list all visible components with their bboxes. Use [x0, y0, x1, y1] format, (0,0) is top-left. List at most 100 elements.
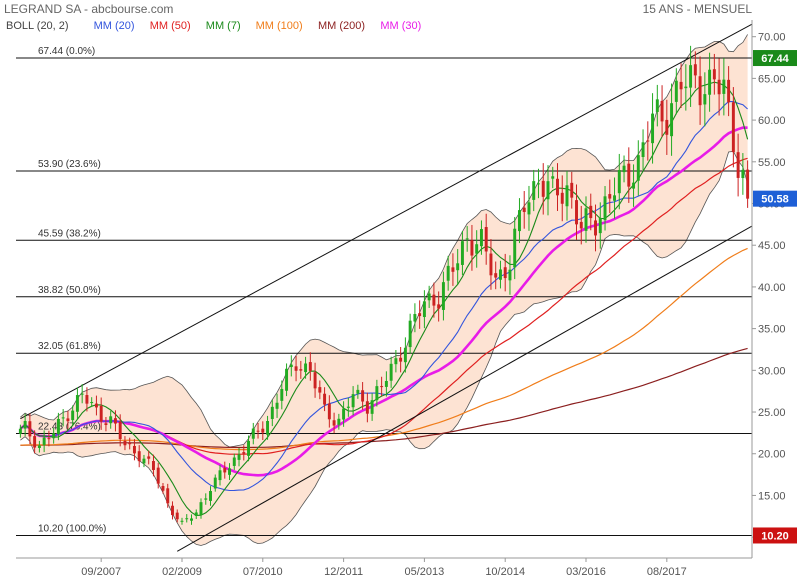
candle-body [289, 364, 293, 368]
candle-body [346, 406, 350, 408]
candle-body [513, 228, 517, 268]
candle-body [318, 387, 322, 393]
candle-body [674, 80, 678, 102]
candle-body [537, 183, 540, 185]
candle-body [736, 152, 740, 178]
candle-body [80, 393, 84, 395]
candle-body [147, 456, 151, 459]
candle-body [104, 423, 108, 426]
candle-body [575, 200, 578, 225]
candle-body [522, 207, 526, 212]
candle-body [418, 313, 422, 317]
candle-body [684, 86, 688, 89]
candle-body [37, 445, 41, 448]
y-tick-label: 70.00 [758, 32, 786, 44]
candle-body [636, 155, 640, 181]
candle-body [651, 113, 655, 144]
candle-body [422, 301, 426, 318]
candle-body [441, 282, 445, 310]
candle-body [641, 142, 645, 157]
candle-body [128, 443, 132, 445]
candle-body [465, 238, 469, 240]
candle-body [722, 79, 726, 94]
indicator-label: MM (30) [380, 20, 421, 32]
fib-label: 32.05 (61.8%) [38, 341, 101, 352]
candle-body [479, 229, 483, 247]
candle-body [532, 181, 536, 200]
candle-body [323, 393, 327, 405]
candle-body [489, 253, 493, 276]
candle-body [475, 244, 479, 254]
candle-body [204, 498, 208, 500]
chart-title: LEGRAND SA - abcbourse.com [4, 2, 173, 16]
x-tick-label: 08/2017 [647, 566, 687, 578]
candle-body [33, 436, 37, 448]
candle-body [570, 182, 574, 198]
candle-body [579, 221, 583, 229]
candle-body [356, 389, 360, 394]
fib-label: 45.59 (38.2%) [38, 228, 101, 239]
candle-body [670, 103, 674, 137]
candle-body [627, 163, 631, 187]
indicator-label: MM (50) [150, 20, 191, 32]
candle-body [375, 386, 379, 401]
candle-body [660, 100, 664, 122]
candle-body [565, 185, 569, 207]
candle-body [275, 402, 279, 409]
candle-body [717, 79, 721, 95]
candle-body [56, 418, 60, 435]
y-tick-label: 55.00 [758, 157, 786, 169]
candle-body [332, 420, 336, 426]
candle-body [137, 451, 141, 462]
candle-body [613, 195, 617, 201]
candle-body [299, 369, 303, 371]
x-tick-label: 07/2010 [243, 566, 283, 578]
y-tick-label: 60.00 [758, 115, 786, 127]
candle-body [194, 512, 198, 516]
ma20-line [20, 100, 748, 492]
candle-body [151, 461, 155, 470]
candle-body [484, 227, 488, 252]
candle-body [142, 458, 146, 464]
candle-body [161, 486, 165, 491]
candle-body [171, 505, 174, 516]
candle-body [603, 196, 607, 221]
x-tick-label: 05/2013 [405, 566, 445, 578]
y-tick-label: 40.00 [758, 282, 786, 294]
candle-body [741, 169, 745, 179]
candle-body [494, 273, 498, 278]
candle-body [266, 421, 270, 435]
candle-body [679, 81, 683, 90]
candle-body [460, 241, 464, 265]
candle-body [527, 202, 531, 215]
candle-body [427, 293, 431, 301]
candle-body [665, 119, 669, 135]
candle-body [727, 79, 731, 103]
candle-body [408, 320, 412, 348]
fib-label: 38.82 (50.0%) [38, 285, 101, 296]
candle-body [646, 140, 650, 142]
candle-body [594, 220, 597, 236]
candle-body [261, 428, 265, 433]
candle-body [285, 368, 289, 391]
candle-body [622, 165, 626, 173]
candle-body [180, 520, 184, 522]
candle-body [708, 69, 712, 95]
candle-body [517, 210, 521, 232]
candle-body [132, 445, 136, 454]
x-tick-label: 09/2007 [81, 566, 121, 578]
candle-body [608, 194, 612, 199]
candle-body [213, 477, 217, 489]
low-price-badge-bg [753, 527, 797, 544]
y-tick-label: 35.00 [758, 324, 786, 336]
candle-body [304, 363, 308, 373]
candle-body [327, 403, 331, 420]
candle-body [446, 265, 450, 281]
candle-body [223, 467, 227, 473]
bollinger-lower-line [20, 150, 748, 546]
indicator-label: MM (7) [206, 20, 241, 32]
candle-body [156, 467, 160, 484]
candle-body [551, 176, 555, 179]
